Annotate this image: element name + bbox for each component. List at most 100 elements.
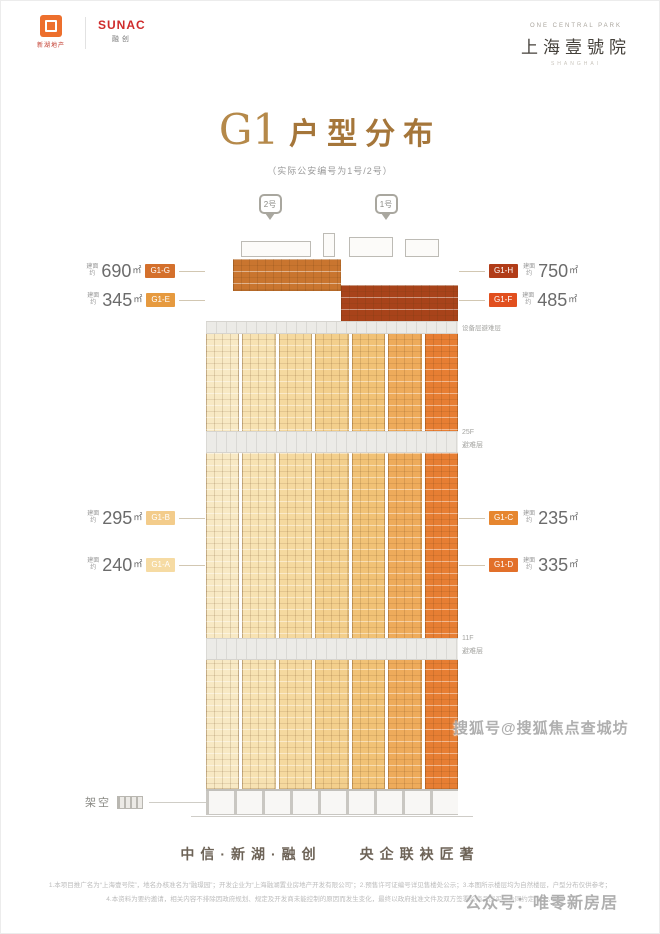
title-prefix: G1 xyxy=(218,105,280,154)
tower-column-3 xyxy=(278,321,313,789)
area-unit: ㎡ xyxy=(133,512,143,522)
unit-label-g1h: G1-H 建面约 750 ㎡ xyxy=(459,260,639,282)
area-value: 345 xyxy=(102,289,133,310)
unit-tag: G1-C xyxy=(489,511,519,525)
floor-marker-25f: 25F xyxy=(462,429,475,436)
tower-column-7 xyxy=(424,321,459,789)
unit-label-g1f: G1-F 建面约 485 ㎡ xyxy=(459,289,639,311)
project-name-sub: SHANGHAI xyxy=(550,61,602,67)
pin-1-tip-icon xyxy=(381,213,391,220)
crown-top-right-section xyxy=(341,285,458,323)
connector-line xyxy=(149,801,209,803)
unit-label-g1c: G1-C 建面约 235 ㎡ xyxy=(459,507,639,529)
tower-column-1 xyxy=(206,321,240,789)
xinhu-logo-label: 新湖地产 xyxy=(36,43,65,49)
base-line xyxy=(191,816,473,817)
disclaimer-line-2: 4.本资料为要约邀请，相关内容不排除因政府规划、规定及开发商未能控制的原因而发生… xyxy=(106,896,554,903)
connector-line xyxy=(179,517,205,519)
header-logos: 新湖地产 SUNAC 融创 xyxy=(29,15,146,49)
roof-structure xyxy=(405,239,439,257)
unit-tag: G1-G xyxy=(145,264,175,278)
roof-structure xyxy=(349,237,393,257)
area-value: 295 xyxy=(102,507,133,528)
area-unit: ㎡ xyxy=(133,294,143,304)
unit-tag: G1-A xyxy=(146,558,175,572)
roof-structure xyxy=(241,241,311,257)
tower-column-2 xyxy=(242,321,277,789)
equipment-refuge-band xyxy=(206,321,458,334)
area-unit: ㎡ xyxy=(569,265,579,275)
floor-marker-11f: 11F xyxy=(462,635,474,642)
tower-column-4 xyxy=(315,321,350,789)
area-prefix: 建面约 xyxy=(523,557,536,572)
unit-label-g1e: 建面约 345 ㎡ G1-E xyxy=(57,289,205,311)
area-unit: ㎡ xyxy=(568,294,578,304)
page-subtitle: （实际公安编号为1号/2号） xyxy=(267,166,393,176)
ground-label-row: 架空 xyxy=(85,794,209,810)
project-brand: ONE CENTRAL PARK 上海壹號院 SHANGHAI xyxy=(521,23,631,67)
refuge-band-11f xyxy=(206,638,458,660)
area-value: 240 xyxy=(102,554,133,575)
map-pin-2: 2号 xyxy=(257,194,283,220)
floor-marker-refuge-low: 避难层 xyxy=(462,648,483,655)
footer-slogan: 中信·新湖·融创 央企联袂匠著 xyxy=(1,844,659,864)
watermark-wechat: 公众号：唯零新房居 xyxy=(465,895,619,912)
unit-tag: G1-D xyxy=(489,558,519,572)
tower-column-5 xyxy=(351,321,386,789)
area-value: 485 xyxy=(537,289,568,310)
area-value: 690 xyxy=(101,260,132,281)
area-prefix: 建面约 xyxy=(523,510,536,525)
area-value: 335 xyxy=(538,554,569,575)
logo-divider xyxy=(85,17,86,49)
tower-body xyxy=(206,321,459,789)
map-pin-1: 1号 xyxy=(373,194,399,220)
sunac-sub-label: 融创 xyxy=(111,36,132,43)
connector-line xyxy=(179,270,205,272)
unit-tag: G1-B xyxy=(146,511,175,525)
project-name-en: ONE CENTRAL PARK xyxy=(529,23,622,29)
pin-2-tip-icon xyxy=(265,213,275,220)
slogan-developers: 中信·新湖·融创 xyxy=(180,846,322,862)
ground-label: 架空 xyxy=(85,797,111,809)
connector-line xyxy=(459,564,485,566)
unit-tag: G1-E xyxy=(146,293,175,307)
unit-label-g1b: 建面约 295 ㎡ G1-B xyxy=(57,507,205,529)
connector-line xyxy=(459,299,485,301)
floor-marker-equipment: 设备层避难层 xyxy=(462,325,501,332)
pin-1-label: 1号 xyxy=(374,194,398,214)
title-text: 户型分布 xyxy=(289,117,442,152)
area-prefix: 建面约 xyxy=(87,510,100,525)
xinhu-logo-icon xyxy=(40,15,62,37)
area-prefix: 建面约 xyxy=(522,292,535,307)
roof-structure xyxy=(323,233,335,257)
unit-label-g1a: 建面约 240 ㎡ G1-A xyxy=(57,554,205,576)
project-name-cn: 上海壹號院 xyxy=(521,38,631,58)
slogan-tagline: 央企联袂匠著 xyxy=(359,846,480,862)
area-value: 235 xyxy=(538,507,569,528)
area-unit: ㎡ xyxy=(569,512,579,522)
sunac-wordmark: SUNAC xyxy=(98,18,146,32)
tower-column-6 xyxy=(388,321,422,789)
crown-top-left-section xyxy=(233,259,341,291)
logo-sunac: SUNAC 融创 xyxy=(98,15,146,44)
logo-xinhu: 新湖地产 xyxy=(29,15,73,49)
pin-2-label: 2号 xyxy=(258,194,282,214)
watermark-sohu: 搜狐号@搜狐焦点查城坊 xyxy=(453,720,629,737)
refuge-band-25f xyxy=(206,431,458,453)
area-prefix: 建面约 xyxy=(86,263,99,278)
unit-tag: G1-H xyxy=(489,264,519,278)
stilt-icon xyxy=(117,795,143,809)
area-value: 750 xyxy=(538,260,569,281)
connector-line xyxy=(459,270,485,272)
connector-line xyxy=(179,564,205,566)
area-unit: ㎡ xyxy=(569,559,579,569)
page-title: G1 户型分布 xyxy=(1,105,659,154)
disclaimer-line-1: 1.本项目推广名为“上海壹号院”，地名办核准名为“融璟园”；开发企业为“上海融湖… xyxy=(48,882,612,889)
area-unit: ㎡ xyxy=(133,559,143,569)
area-prefix: 建面约 xyxy=(87,557,100,572)
connector-line xyxy=(459,517,485,519)
ground-stilt-floor xyxy=(206,789,458,815)
unit-label-g1d: G1-D 建面约 335 ㎡ xyxy=(459,554,639,576)
floor-marker-refuge-mid: 避难层 xyxy=(462,442,483,449)
